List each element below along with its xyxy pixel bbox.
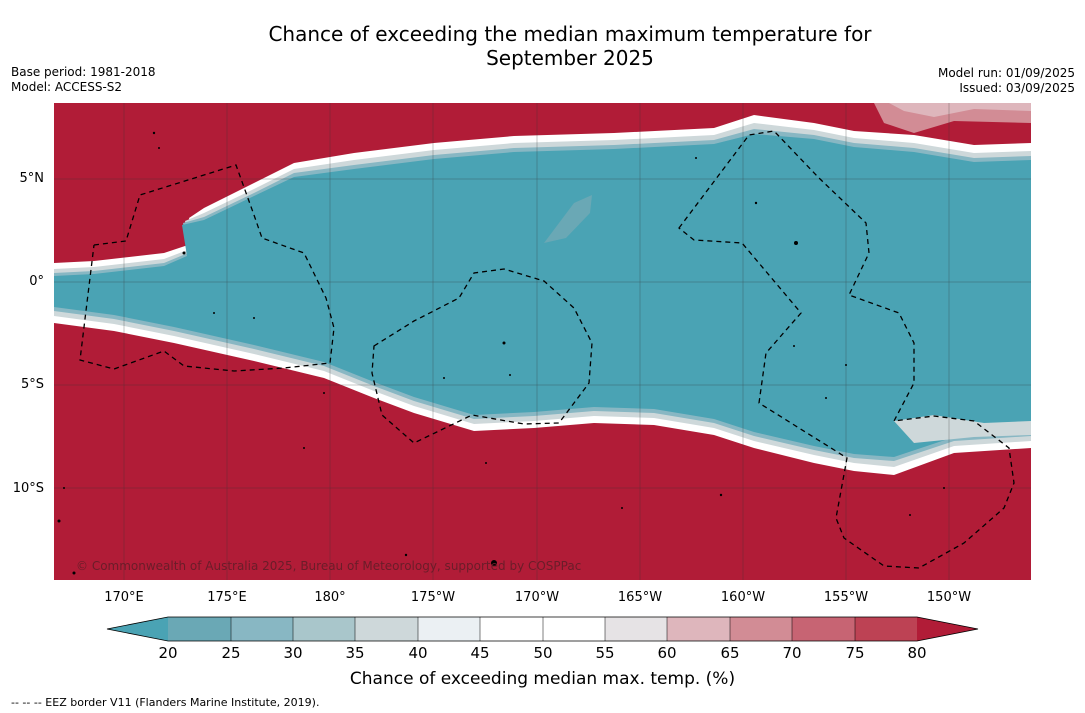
title-line-1: Chance of exceeding the median maximum t… bbox=[268, 22, 872, 46]
lon-label-150w: 150°W bbox=[926, 590, 972, 605]
below-20-region bbox=[54, 134, 1031, 457]
lon-label-175e: 175°E bbox=[207, 590, 247, 605]
colorbar-tick-75: 75 bbox=[845, 644, 865, 662]
lon-label-160w: 160°W bbox=[720, 590, 766, 605]
colorbar-high-arrow bbox=[917, 617, 978, 641]
lat-label-10s: 10°S bbox=[12, 481, 44, 496]
map-area bbox=[54, 103, 1031, 580]
colorbar-tick-25: 25 bbox=[221, 644, 241, 662]
issued-date: Issued: 03/09/2025 bbox=[959, 81, 1075, 95]
model-run: Model run: 01/09/2025 bbox=[937, 66, 1075, 80]
copyright-notice: © Commonwealth of Australia 2025, Bureau… bbox=[76, 559, 582, 573]
colorbar-tick-60: 60 bbox=[657, 644, 677, 662]
colorbar-20-25 bbox=[168, 617, 231, 641]
colorbar-tick-45: 45 bbox=[470, 644, 490, 662]
lat-label-5s: 5°S bbox=[20, 377, 44, 392]
model-name: Model: ACCESS-S2 bbox=[11, 80, 123, 94]
colorbar-tick-65: 65 bbox=[720, 644, 740, 662]
colorbar-tick-70: 70 bbox=[782, 644, 802, 662]
lat-label-5n: 5°N bbox=[19, 171, 45, 186]
lon-label-170w: 170°W bbox=[514, 590, 560, 605]
colorbar-55-60 bbox=[605, 617, 667, 641]
colorbar-title: Chance of exceeding median max. temp. (%… bbox=[349, 669, 736, 689]
colorbar-tick-80: 80 bbox=[907, 644, 927, 662]
colorbar-75-80 bbox=[855, 617, 917, 641]
colorbar-60-65 bbox=[667, 617, 730, 641]
colorbar-25-30 bbox=[231, 617, 293, 641]
islands bbox=[57, 131, 945, 575]
lon-label-165w: 165°W bbox=[617, 590, 663, 605]
colorbar-45-50 bbox=[480, 617, 543, 641]
title-line-2: September 2025 bbox=[486, 46, 654, 70]
colorbar-tick-50: 50 bbox=[533, 644, 553, 662]
meta-right: Model run: 01/09/2025 Issued: 03/09/2025 bbox=[938, 66, 1075, 96]
lat-label-0: 0° bbox=[29, 274, 44, 289]
colorbar bbox=[106, 616, 979, 642]
eez-borders bbox=[79, 130, 1015, 569]
eez-footnote: -- -- -- EEZ border V11 (Flanders Marine… bbox=[11, 696, 320, 709]
colorbar-tick-20: 20 bbox=[158, 644, 178, 662]
base-period: Base period: 1981-2018 bbox=[11, 65, 156, 79]
colorbar-65-70 bbox=[730, 617, 792, 641]
forecast-map bbox=[54, 103, 1031, 580]
lon-label-155w: 155°W bbox=[823, 590, 869, 605]
colorbar-30-35 bbox=[293, 617, 355, 641]
colorbar-70-75 bbox=[792, 617, 855, 641]
colorbar-low-arrow bbox=[107, 617, 168, 641]
map-title: Chance of exceeding the median maximum t… bbox=[0, 22, 1085, 70]
graticule bbox=[54, 103, 1031, 580]
colorbar-50-55 bbox=[543, 617, 605, 641]
colorbar-tick-35: 35 bbox=[345, 644, 365, 662]
colorbar-tick-40: 40 bbox=[408, 644, 428, 662]
colorbar-tick-30: 30 bbox=[283, 644, 303, 662]
meta-left: Base period: 1981-2018 Model: ACCESS-S2 bbox=[11, 65, 156, 95]
lon-label-175w: 175°W bbox=[410, 590, 456, 605]
lon-label-180: 180° bbox=[314, 590, 346, 605]
colorbar-tick-55: 55 bbox=[595, 644, 615, 662]
lon-label-170e: 170°E bbox=[104, 590, 144, 605]
colorbar-35-40 bbox=[355, 617, 418, 641]
colorbar-40-45 bbox=[418, 617, 480, 641]
